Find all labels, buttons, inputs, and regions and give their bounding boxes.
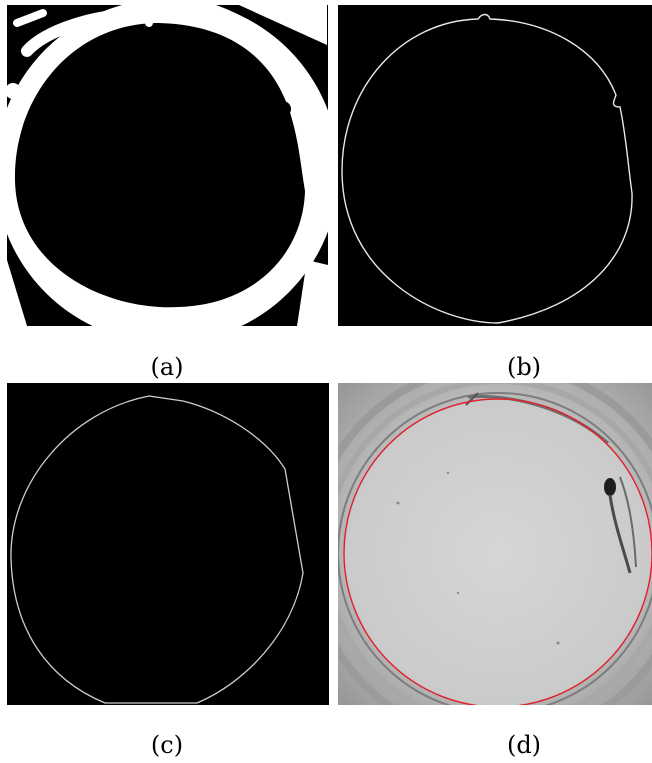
panel-c-fitted-boundary [7,383,329,705]
panel-b-edge-contour [338,5,652,326]
caption-a: (a) [150,353,184,381]
fitted-boundary-image [7,383,329,705]
caption-b: (b) [506,353,542,381]
caption-d: (d) [506,731,542,759]
edge-contour-image [338,5,652,326]
binary-mask-image [7,5,328,326]
overlay-circle [343,398,652,705]
caption-c: (c) [150,731,184,759]
panel-d-dish-photo [338,383,652,705]
panel-a-binary-mask [7,5,328,326]
dish-photo-image [338,383,652,705]
